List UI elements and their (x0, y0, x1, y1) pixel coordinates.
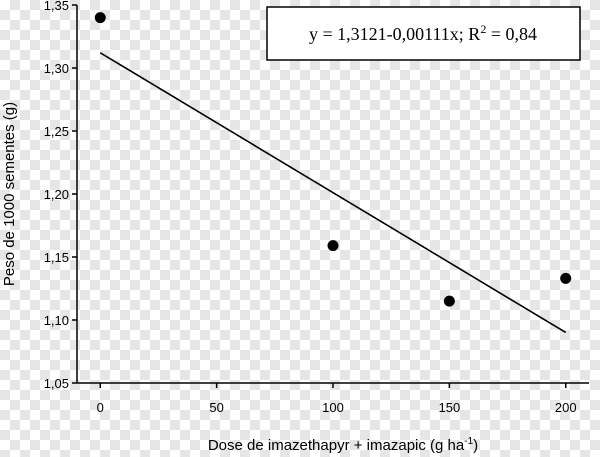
y-tick-label: 1,35 (44, 0, 69, 13)
x-tick-label: 150 (439, 400, 461, 415)
data-point (443, 295, 455, 307)
data-point (94, 12, 106, 24)
data-points (94, 12, 572, 307)
data-point (327, 240, 339, 252)
equation-text: y = 1,3121-0,00111x; R2 = 0,84 (309, 22, 537, 44)
y-tick-label: 1,05 (44, 376, 69, 391)
x-ticks: 0 50 100 150 200 (97, 383, 577, 415)
y-tick-label: 1,15 (44, 250, 69, 265)
x-tick-label: 50 (209, 400, 223, 415)
y-tick-label: 1,20 (44, 187, 69, 202)
y-tick-label: 1,10 (44, 313, 69, 328)
x-tick-label: 100 (322, 400, 344, 415)
equation-sup: 2 (480, 22, 486, 36)
equation-box: y = 1,3121-0,00111x; R2 = 0,84 (266, 6, 581, 61)
equation-text-end: = 0,84 (486, 24, 537, 44)
y-ticks: 1,05 1,10 1,15 1,20 1,25 1,30 1,35 (44, 0, 77, 391)
x-tick-label: 0 (97, 400, 104, 415)
x-axis-title: Dose de imazethapyr + imazapic (g ha-1) (208, 436, 478, 454)
regression-line (99, 52, 567, 334)
y-tick-label: 1,30 (44, 61, 69, 76)
data-point (560, 272, 572, 284)
x-tick-label: 200 (555, 400, 577, 415)
x-axis-title-sup: -1 (464, 436, 473, 447)
x-axis-title-close: ) (473, 437, 478, 454)
y-tick-label: 1,25 (44, 124, 69, 139)
y-axis-title: Peso de 1000 sementes (g) (1, 102, 18, 286)
